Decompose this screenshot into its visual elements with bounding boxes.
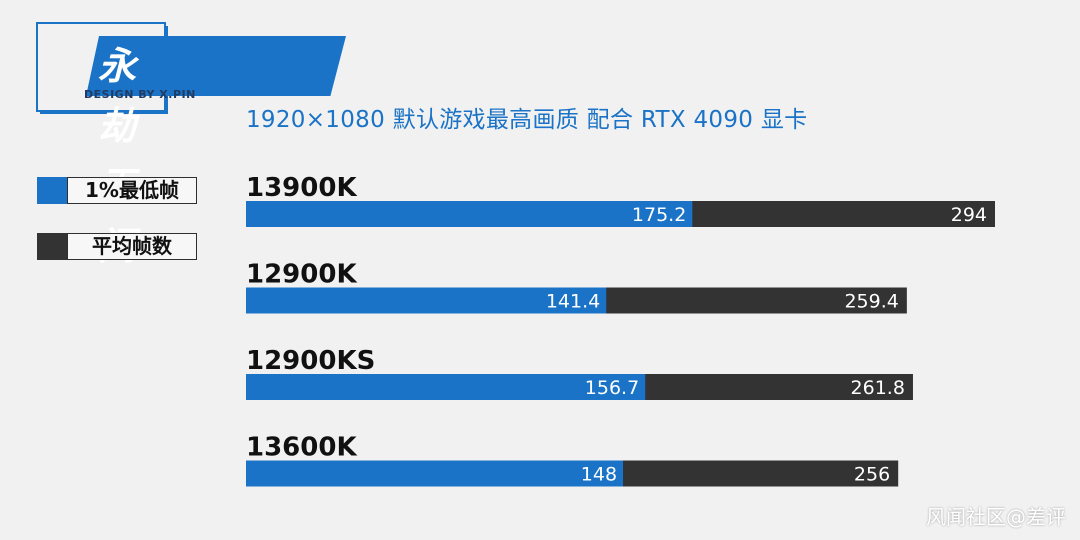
- category-label: 12900KS: [246, 346, 375, 376]
- chart-subtitle: 1920×1080 默认游戏最高画质 配合 RTX 4090 显卡: [246, 107, 808, 133]
- bar-min-fps: [246, 201, 693, 227]
- bar-min-fps: [246, 374, 646, 400]
- bar-min-fps: [246, 460, 624, 487]
- legend-label-min-fps: 1%最低帧: [67, 177, 197, 204]
- legend-label-avg-fps: 平均帧数: [67, 233, 197, 260]
- category-label: 13600K: [246, 433, 357, 463]
- category-label: 12900K: [246, 260, 357, 290]
- data-label-avg-fps: 261.8: [851, 377, 905, 399]
- data-label-min-fps: 148: [581, 464, 617, 486]
- data-label-avg-fps: 259.4: [844, 291, 898, 313]
- logo-tagline: DESIGN BY X.PIN: [84, 88, 196, 101]
- legend-item-avg-fps: 平均帧数: [37, 233, 199, 260]
- legend-item-min-fps: 1%最低帧: [37, 177, 199, 204]
- data-label-min-fps: 175.2: [632, 204, 686, 226]
- legend-swatch-avg-fps: [37, 233, 67, 260]
- bar-min-fps: [246, 287, 607, 314]
- data-label-avg-fps: 256: [854, 464, 890, 486]
- category-label: 13900K: [246, 173, 357, 203]
- logo-banner: [86, 36, 346, 96]
- data-label-min-fps: 156.7: [585, 377, 639, 399]
- watermark: 风闻社区@差评: [926, 505, 1066, 529]
- brand-logo: 永劫无间 DESIGN BY X.PIN: [36, 22, 346, 268]
- legend-swatch-min-fps: [37, 177, 67, 204]
- data-label-min-fps: 141.4: [546, 291, 600, 313]
- data-label-avg-fps: 294: [951, 204, 987, 226]
